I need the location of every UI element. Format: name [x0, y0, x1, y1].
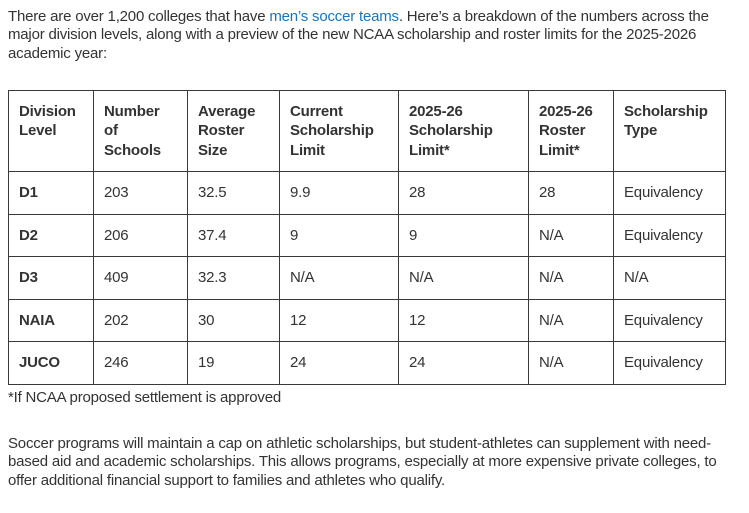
table-cell: 9: [279, 213, 399, 258]
column-header-2025-26-scholarship-limit: 2025-26 Scholarship Limit*: [398, 89, 529, 173]
table-row-d1: D1 203 32.5 9.9 28 28 Equivalency: [8, 171, 726, 215]
table-cell: 202: [93, 298, 188, 343]
table-cell: N/A: [528, 256, 614, 300]
table-cell: 30: [187, 298, 280, 343]
table-cell: Equivalency: [613, 213, 726, 258]
column-header-number-of-schools: Number of Schools: [93, 89, 188, 173]
table-cell: Equivalency: [613, 171, 726, 215]
table-cell: 246: [93, 341, 188, 385]
table-cell: 24: [398, 341, 529, 385]
table-cell: N/A: [528, 298, 614, 343]
table-cell: 32.5: [187, 171, 280, 215]
table-row-juco: JUCO 246 19 24 24 N/A Equivalency: [8, 341, 726, 385]
table-cell: NAIA: [8, 298, 94, 343]
table-cell: D3: [8, 256, 94, 300]
table-cell: 32.3: [187, 256, 280, 300]
table-row-d2: D2 206 37.4 9 9 N/A Equivalency: [8, 213, 726, 258]
table-cell: 409: [93, 256, 188, 300]
column-header-2025-26-roster-limit: 2025-26 Roster Limit*: [528, 89, 614, 173]
table-cell: 206: [93, 213, 188, 258]
table-cell: N/A: [528, 213, 614, 258]
table-cell: 19: [187, 341, 280, 385]
closing-paragraph: Soccer programs will maintain a cap on a…: [8, 435, 717, 489]
column-header-current-scholarship-limit: Current Scholarship Limit: [279, 89, 399, 173]
table-cell: N/A: [613, 256, 726, 300]
table-footnote: *If NCAA proposed settlement is approved: [8, 388, 281, 406]
table-cell: 12: [279, 298, 399, 343]
intro-text-before-link: There are over 1,200 colleges that have: [8, 8, 270, 25]
table-cell: 28: [398, 171, 529, 215]
table-cell: 203: [93, 171, 188, 215]
table-cell: N/A: [528, 341, 614, 385]
table-cell: 28: [528, 171, 614, 215]
table-cell: N/A: [398, 256, 529, 300]
column-header-average-roster-size: Average Roster Size: [187, 89, 280, 173]
table-cell: Equivalency: [613, 298, 726, 343]
mens-soccer-teams-link[interactable]: men’s soccer teams: [269, 8, 399, 25]
table-cell: 9.9: [279, 171, 399, 215]
table-header-row: Division Level Number of Schools Average…: [8, 89, 726, 173]
table-cell: D2: [8, 213, 94, 258]
table-cell: JUCO: [8, 341, 94, 385]
table-cell: 12: [398, 298, 529, 343]
table-cell: D1: [8, 171, 94, 215]
table-cell: 24: [279, 341, 399, 385]
division-limits-table: Division Level Number of Schools Average…: [8, 89, 726, 385]
table-cell: N/A: [279, 256, 399, 300]
column-header-scholarship-type: Scholarship Type: [613, 89, 726, 173]
table-row-naia: NAIA 202 30 12 12 N/A Equivalency: [8, 298, 726, 343]
table-cell: 9: [398, 213, 529, 258]
table-cell: Equivalency: [613, 341, 726, 385]
intro-text-after-link: . Here’s a breakdown of the numbers acro…: [8, 8, 709, 62]
table-row-d3: D3 409 32.3 N/A N/A N/A N/A: [8, 256, 726, 300]
intro-paragraph: There are over 1,200 colleges that have …: [8, 8, 741, 63]
column-header-division-level: Division Level: [8, 89, 94, 173]
table-cell: 37.4: [187, 213, 280, 258]
